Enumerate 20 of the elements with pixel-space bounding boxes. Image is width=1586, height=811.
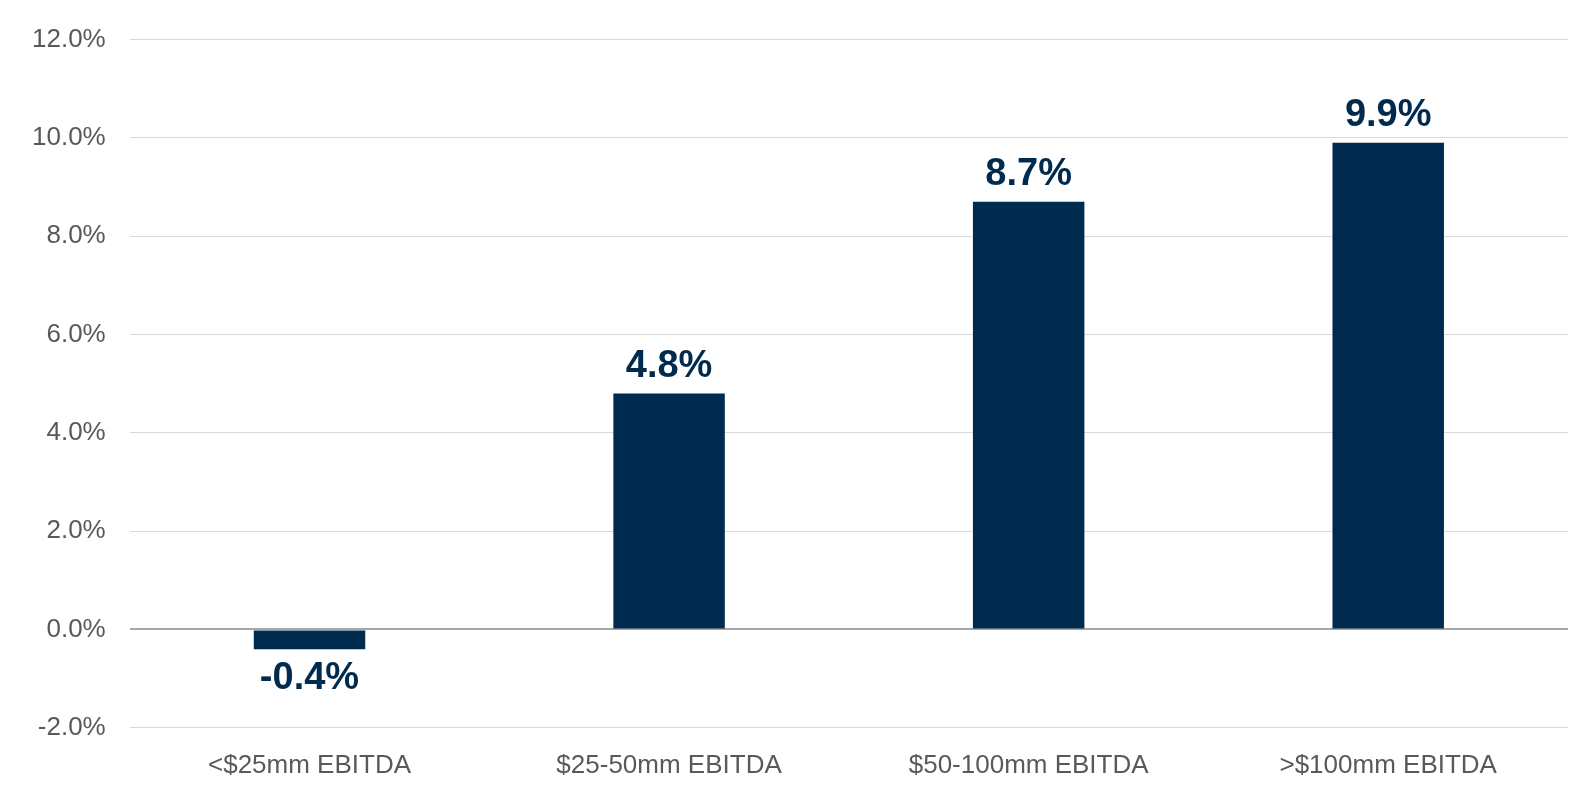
- x-tick-label: $25-50mm EBITDA: [556, 748, 783, 779]
- y-tick-label: -2.0%: [37, 710, 106, 741]
- y-tick-label: 2.0%: [46, 514, 106, 545]
- data-label: 8.7%: [985, 151, 1072, 194]
- y-tick-label: 10.0%: [31, 121, 106, 152]
- bar: [972, 201, 1085, 629]
- bar: [253, 630, 366, 650]
- data-label: 4.8%: [625, 343, 713, 386]
- y-tick-label: 4.0%: [46, 416, 106, 447]
- x-tick-label: $50-100mm EBITDA: [908, 748, 1150, 779]
- x-tick-label: >$100mm EBITDA: [1279, 748, 1498, 779]
- y-tick-label: 6.0%: [46, 317, 106, 348]
- bar: [1332, 142, 1444, 629]
- data-label: -0.4%: [259, 654, 360, 697]
- bar: [613, 393, 725, 629]
- data-label: 9.9%: [1344, 92, 1432, 135]
- y-tick-label: 12.0%: [31, 22, 106, 53]
- x-tick-label: <$25mm EBITDA: [208, 748, 412, 779]
- y-tick-label: 0.0%: [46, 612, 106, 643]
- y-tick-label: 8.0%: [46, 219, 106, 250]
